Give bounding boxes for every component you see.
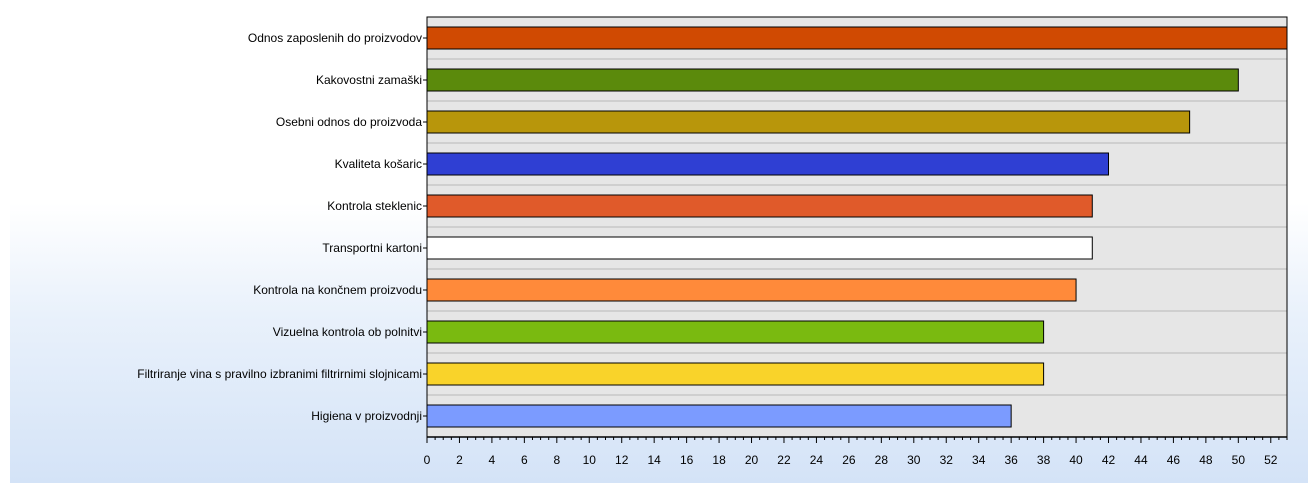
category-label: Filtriranje vina s pravilno izbranimi fi… (137, 367, 422, 381)
x-tick-label: 48 (1199, 453, 1213, 467)
x-tick-label: 6 (521, 453, 528, 467)
bar-10 (426, 404, 1012, 428)
x-tick-label: 38 (1037, 453, 1051, 467)
x-tick-label: 42 (1102, 453, 1116, 467)
x-tick-label: 20 (745, 453, 759, 467)
x-tick-label: 16 (680, 453, 694, 467)
bar-7 (426, 278, 1077, 302)
x-tick-label: 32 (940, 453, 954, 467)
x-tick-label: 44 (1134, 453, 1148, 467)
category-label: Kvaliteta košaric (335, 157, 422, 171)
x-tick-label: 28 (875, 453, 889, 467)
x-tick-label: 46 (1167, 453, 1181, 467)
x-tick-label: 18 (712, 453, 726, 467)
x-tick-label: 2 (456, 453, 463, 467)
bar-8 (426, 320, 1045, 344)
x-tick-label: 30 (907, 453, 921, 467)
x-tick-label: 14 (647, 453, 661, 467)
x-tick-label: 52 (1264, 453, 1278, 467)
category-label: Transportni kartoni (322, 241, 422, 255)
category-label: Kakovostni zamaški (316, 73, 422, 87)
bar-5 (426, 194, 1093, 218)
x-tick-label: 26 (842, 453, 856, 467)
bar-9 (426, 362, 1045, 386)
bar-6 (426, 236, 1093, 260)
x-tick-label: 8 (553, 453, 560, 467)
category-label: Higiena v proizvodnji (311, 409, 422, 423)
category-label: Kontrola steklenic (327, 199, 422, 213)
bar-1 (426, 26, 1288, 50)
x-tick-label: 24 (810, 453, 824, 467)
bar-4 (426, 152, 1110, 176)
x-tick-label: 12 (615, 453, 629, 467)
category-label: Vizuelna kontrola ob polnitvi (273, 325, 422, 339)
x-tick-label: 34 (972, 453, 986, 467)
x-tick-label: 0 (424, 453, 431, 467)
x-tick-label: 4 (489, 453, 496, 467)
category-label: Kontrola na končnem proizvodu (253, 283, 422, 297)
x-tick-label: 22 (777, 453, 791, 467)
category-label: Osebni odnos do proizvoda (276, 115, 422, 129)
x-tick-label: 40 (1069, 453, 1083, 467)
bar-2 (426, 68, 1239, 92)
x-tick-label: 50 (1232, 453, 1246, 467)
x-tick-label: 10 (583, 453, 597, 467)
category-label: Odnos zaposlenih do proizvodov (248, 31, 422, 45)
x-tick-label: 36 (1004, 453, 1018, 467)
bar-3 (426, 110, 1191, 134)
